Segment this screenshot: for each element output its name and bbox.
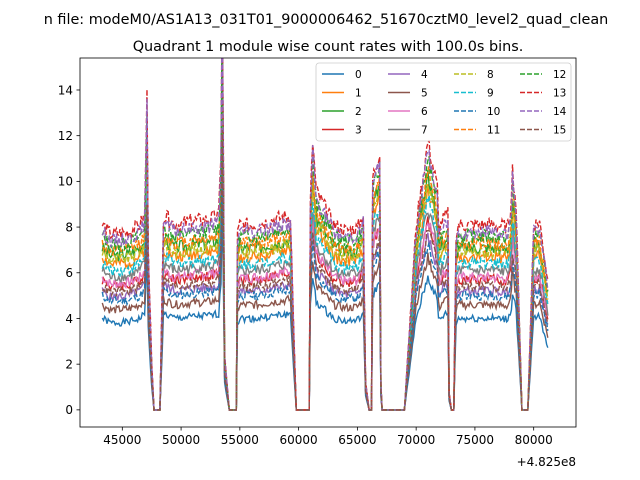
x-axis: 45000 50000 55000 60000 65000 70000 75000 80000: [103, 427, 553, 447]
legend-frame: [315, 62, 572, 142]
series-line-1: [101, 61, 549, 411]
chart-title: Quadrant 1 module wise count rates with …: [133, 39, 524, 55]
x-tick-label: 50000: [162, 433, 200, 447]
series-line-5: [101, 163, 549, 411]
series-line-9: [101, 71, 549, 411]
legend-label-7: 7: [421, 125, 428, 137]
y-tick-label: 8: [65, 220, 73, 234]
x-tick-label: 65000: [338, 433, 376, 447]
plot-area: [79, 57, 577, 428]
x-tick-label: 70000: [397, 433, 435, 447]
legend-label-15: 15: [553, 125, 566, 137]
series-line-10: [101, 146, 549, 411]
series-line-7: [101, 85, 549, 411]
y-tick-label: 0: [65, 403, 73, 417]
x-axis-offset-label: +4.825e8: [517, 455, 576, 469]
y-tick-label: 4: [65, 312, 73, 326]
legend-label-5: 5: [421, 88, 428, 100]
legend-label-4: 4: [421, 69, 428, 81]
series-line-14: [101, 58, 549, 411]
x-tick-label: 45000: [103, 433, 141, 447]
legend-label-1: 1: [355, 88, 362, 100]
series-group: [101, 58, 549, 411]
legend-label-3: 3: [355, 125, 362, 137]
series-line-15: [101, 129, 549, 411]
x-tick-label: 80000: [515, 433, 553, 447]
y-tick-label: 10: [58, 175, 73, 189]
series-line-13: [101, 58, 549, 411]
legend-label-14: 14: [553, 106, 567, 118]
legend-label-10: 10: [487, 106, 500, 118]
legend-label-6: 6: [421, 106, 428, 118]
x-tick-label: 55000: [221, 433, 259, 447]
legend-label-8: 8: [487, 69, 494, 81]
legend-label-9: 9: [487, 88, 494, 100]
legend-label-2: 2: [355, 106, 362, 118]
series-line-8: [101, 58, 549, 411]
y-tick-label: 6: [65, 266, 73, 280]
axes-frame: [79, 57, 577, 428]
legend-label-11: 11: [487, 125, 500, 137]
y-tick-label: 2: [65, 357, 73, 371]
x-tick-label: 60000: [280, 433, 318, 447]
y-tick-label: 14: [58, 83, 73, 97]
y-axis: 0 2 4 6 8 10 12 14: [58, 83, 80, 417]
legend-label-12: 12: [553, 69, 566, 81]
figure-suptitle: n file: modeM0/AS1A13_031T01_9000006462_…: [44, 12, 609, 28]
legend-label-13: 13: [553, 88, 566, 100]
y-tick-label: 12: [58, 129, 73, 143]
legend-label-0: 0: [355, 69, 362, 81]
series-line-0: [101, 201, 549, 411]
x-tick-label: 75000: [456, 433, 494, 447]
